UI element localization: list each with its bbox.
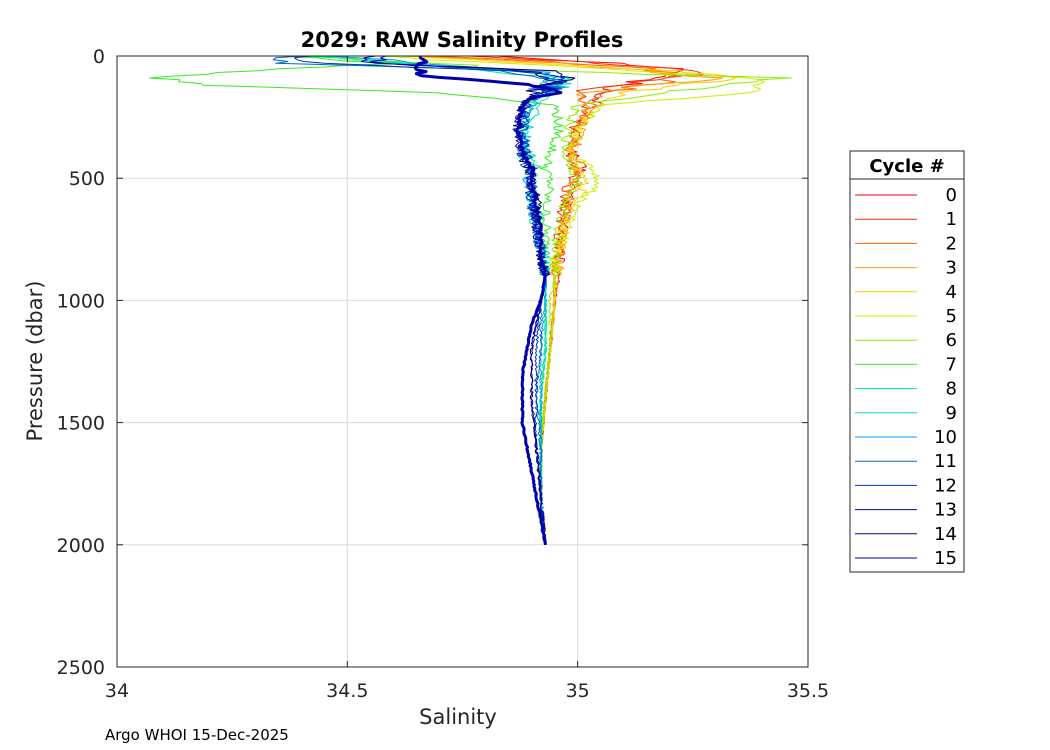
x-axis-title: Salinity	[419, 705, 497, 729]
x-tick-label: 34	[105, 680, 129, 702]
y-axis-ticks: 0 500 1000 1500 2000 2500	[57, 46, 808, 679]
legend-label-cycle-10: 10	[934, 427, 957, 448]
series-lines	[148, 55, 792, 546]
legend-label-cycle-15: 15	[934, 548, 957, 569]
y-tick-label: 1000	[57, 290, 105, 312]
x-tick-label: 35	[566, 680, 590, 702]
plot-area	[117, 56, 808, 667]
legend-label-cycle-9: 9	[946, 403, 957, 424]
legend-label-cycle-11: 11	[934, 451, 957, 472]
legend-label-cycle-4: 4	[946, 282, 957, 303]
y-tick-label: 0	[93, 46, 105, 68]
y-tick-label: 2500	[57, 657, 105, 679]
legend-label-cycle-1: 1	[946, 209, 957, 230]
y-tick-label: 500	[69, 168, 105, 190]
x-axis-ticks: 34 34.5 35 35.5	[105, 56, 829, 702]
y-tick-label: 1500	[57, 413, 105, 435]
legend-label-cycle-3: 3	[946, 258, 957, 279]
y-tick-label: 2000	[57, 535, 105, 557]
y-axis-title: Pressure (dbar)	[23, 281, 47, 442]
chart-title: 2029: RAW Salinity Profiles	[301, 28, 624, 52]
plot-frame	[116, 55, 809, 668]
legend-label-cycle-5: 5	[946, 306, 957, 327]
legend-label-cycle-13: 13	[934, 500, 957, 521]
series-line-cycle-15	[413, 55, 563, 545]
x-tick-label: 34.5	[326, 680, 368, 702]
legend-box	[849, 150, 965, 573]
legend-label-cycle-8: 8	[946, 379, 957, 400]
legend-label-cycle-12: 12	[934, 475, 957, 496]
footer-credit: Argo WHOI 15-Dec-2025	[105, 726, 289, 744]
legend-label-cycle-0: 0	[946, 185, 957, 206]
legend-title: Cycle #	[869, 156, 944, 177]
legend-label-cycle-2: 2	[946, 233, 957, 254]
legend-label-cycle-7: 7	[946, 354, 957, 375]
x-tick-label: 35.5	[787, 680, 829, 702]
legend-label-cycle-6: 6	[946, 330, 957, 351]
legend-label-cycle-14: 14	[934, 524, 957, 545]
